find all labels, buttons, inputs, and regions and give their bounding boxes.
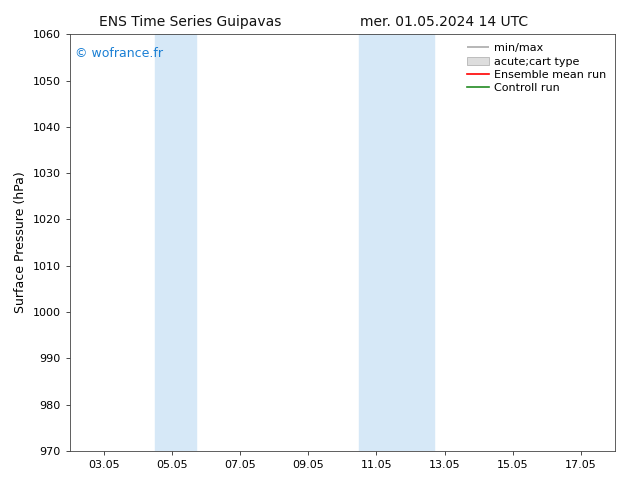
Y-axis label: Surface Pressure (hPa): Surface Pressure (hPa) <box>14 172 27 314</box>
Bar <box>155 34 196 451</box>
Text: mer. 01.05.2024 14 UTC: mer. 01.05.2024 14 UTC <box>359 15 528 29</box>
Legend: min/max, acute;cart type, Ensemble mean run, Controll run: min/max, acute;cart type, Ensemble mean … <box>464 40 609 97</box>
Text: © wofrance.fr: © wofrance.fr <box>75 47 163 60</box>
Bar <box>359 34 434 451</box>
Text: ENS Time Series Guipavas: ENS Time Series Guipavas <box>99 15 281 29</box>
